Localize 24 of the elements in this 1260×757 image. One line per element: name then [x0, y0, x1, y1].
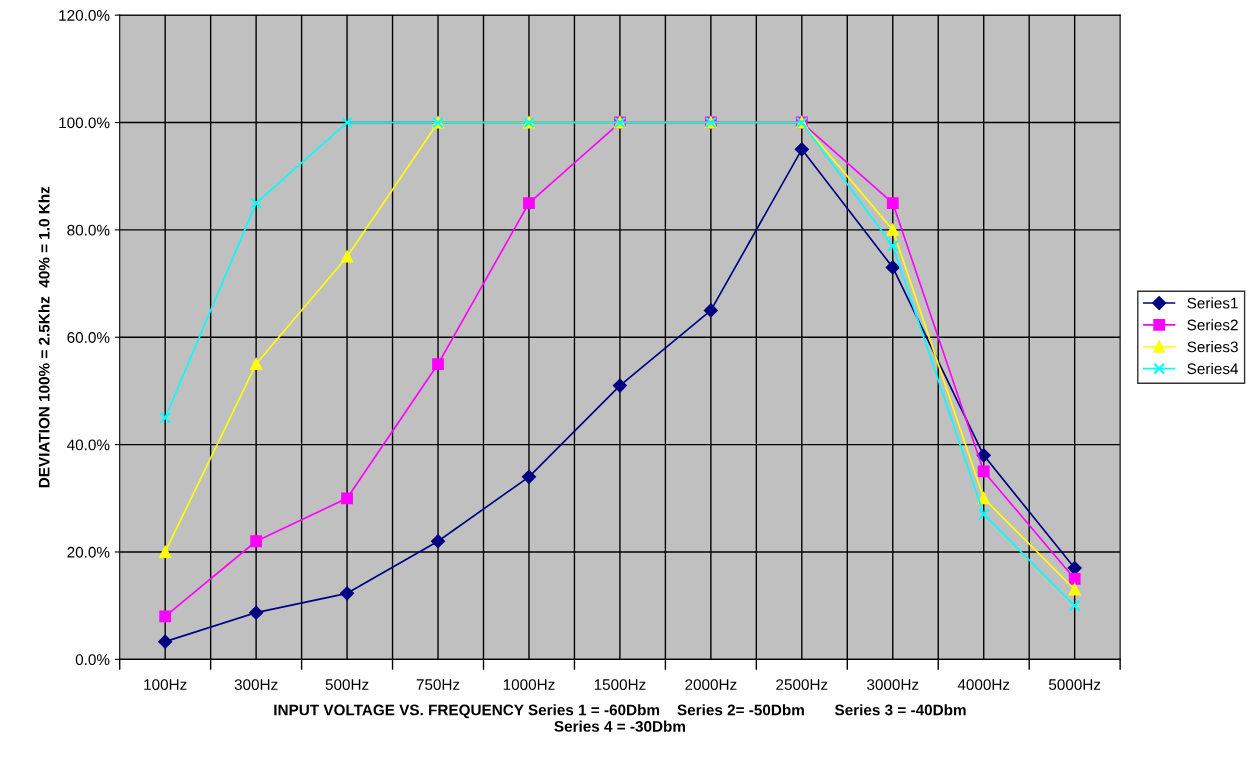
x-tick-label: 5000Hz — [1048, 679, 1101, 691]
x-tick-label: 100Hz — [144, 679, 187, 691]
legend-label: Series2 — [1187, 319, 1238, 331]
y-tick-label: 80.0% — [67, 224, 110, 236]
x-tick-label: 300Hz — [234, 679, 278, 691]
legend-label: Series4 — [1187, 362, 1239, 375]
x-tick-label: 500Hz — [325, 679, 369, 691]
x-tick-label: 750Hz — [416, 679, 460, 691]
x-tick-label: 3000Hz — [867, 679, 919, 691]
x-tick-label: 2500Hz — [776, 679, 828, 691]
legend-label: Series1 — [1187, 297, 1238, 309]
y-tick-label: 0.0% — [75, 654, 110, 666]
x-axis-title: INPUT VOLTAGE VS. FREQUENCY Series 1 = -60Dbm Series 2= -50Dbm Series 3 = -40Dbm Series 4 = -30Dbm — [274, 704, 966, 732]
legend-label: Series3 — [1187, 341, 1238, 353]
x-tick-label: 1500Hz — [594, 679, 646, 691]
y-tick-label: 120.0% — [59, 10, 110, 21]
y-tick-label: 20.0% — [67, 546, 110, 558]
y-axis-title: DEVIATION 100% = 2.5Khz 40% = 1.0 Khz — [38, 186, 50, 488]
y-tick-label: 100.0% — [59, 117, 110, 129]
y-tick-label: 40.0% — [67, 439, 110, 451]
y-tick-label: 60.0% — [67, 332, 110, 343]
x-tick-label: 4000Hz — [957, 679, 1010, 691]
x-tick-label: 2000Hz — [685, 679, 737, 691]
x-tick-label: 1000Hz — [503, 679, 555, 691]
